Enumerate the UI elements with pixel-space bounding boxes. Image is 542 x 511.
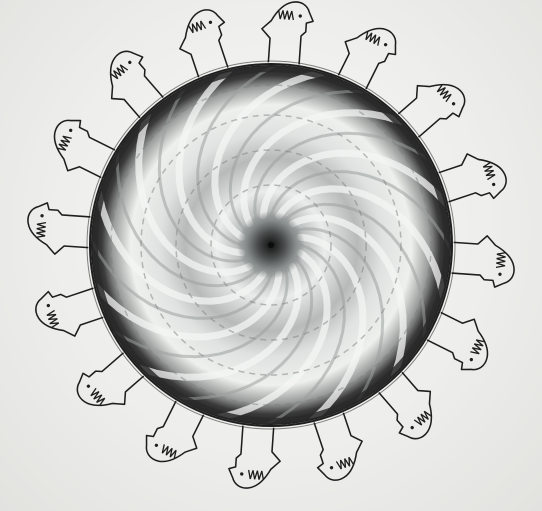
figure-outline — [27, 202, 91, 255]
figure-eye — [498, 272, 502, 276]
figure-eye — [69, 128, 73, 133]
spiral-arm — [269, 170, 449, 252]
spiral-arm — [135, 110, 254, 276]
spiral-arm — [259, 149, 449, 220]
figure-hatching — [46, 309, 60, 329]
rim-figure — [228, 425, 281, 489]
ripple-ring — [140, 114, 402, 376]
figure-outline — [228, 425, 281, 489]
rim-figure — [35, 287, 104, 337]
spiral-arm — [175, 258, 314, 401]
spiral-arm — [115, 149, 258, 288]
spiral-arm — [288, 214, 407, 380]
figure-eye — [86, 384, 91, 388]
figure-hatching — [470, 339, 486, 355]
figure-outline — [451, 235, 515, 288]
figure-hatching — [482, 161, 496, 181]
figure-outline — [261, 1, 314, 65]
figure-hatching — [56, 135, 72, 151]
figure-outline — [438, 153, 507, 203]
rim-figure — [451, 235, 515, 288]
figure-outline — [53, 119, 116, 179]
figure-eye — [469, 357, 473, 362]
rim-figure — [179, 9, 229, 78]
spiral-arm — [295, 227, 385, 405]
rim-figure — [438, 153, 507, 203]
figure-outline — [378, 371, 433, 440]
disc-rim — [86, 60, 456, 430]
spiral-arm — [284, 202, 427, 341]
ripple-ring — [210, 184, 332, 306]
spiral-arm — [211, 69, 327, 241]
figure-hatching — [161, 444, 177, 460]
rim-figure — [76, 352, 145, 407]
spiral-arm — [95, 189, 267, 305]
figure-ring — [27, 1, 515, 489]
spiral-arm — [275, 185, 447, 301]
figure-hatching — [413, 410, 433, 426]
figure-hatching — [247, 469, 265, 481]
figure-hatching — [365, 30, 381, 46]
rim-figure — [426, 311, 489, 371]
ripple-ring — [110, 84, 432, 406]
rim-figure — [53, 119, 116, 179]
spiral-arm — [228, 89, 367, 232]
rim-figure — [145, 400, 205, 463]
figure-outline — [337, 27, 397, 90]
spiral-arm — [296, 233, 367, 423]
figure-eye — [40, 214, 44, 218]
figure-eye — [410, 425, 414, 430]
figure-eye — [383, 43, 388, 47]
rim-figure — [378, 371, 433, 440]
figure-outline — [426, 311, 489, 371]
figure-outline — [76, 352, 145, 407]
rim-figure — [27, 202, 91, 255]
figure-outline — [179, 9, 229, 78]
figure-hatching — [495, 251, 507, 269]
spiral-arm — [93, 238, 273, 320]
rim-figure — [397, 83, 466, 138]
figure-outline — [145, 400, 205, 463]
figure-outline — [313, 412, 363, 481]
spiral-arms — [93, 67, 449, 423]
spiral-arm — [215, 249, 331, 421]
figure-eye — [154, 443, 159, 447]
rim-figure — [261, 1, 314, 65]
figure-hatching — [436, 83, 452, 103]
rim-figure — [109, 50, 164, 119]
spiral-arm — [264, 243, 346, 423]
figure-hatching — [90, 387, 106, 407]
figure-eye — [46, 303, 50, 308]
spiral-arm — [196, 67, 278, 247]
figure-outline — [35, 287, 104, 337]
figure-eye — [240, 472, 244, 476]
figure-hatching — [335, 456, 355, 470]
rim-figure — [337, 27, 397, 90]
rim-figure — [313, 412, 363, 481]
spiral-arm — [111, 269, 289, 359]
figure-outline — [109, 50, 164, 119]
figure-hatching — [35, 221, 47, 239]
spiral-arm — [136, 262, 302, 381]
figure-eye — [492, 182, 496, 187]
figure-hatching — [109, 64, 129, 80]
figure-eye — [208, 20, 213, 24]
spiral-arm — [157, 85, 247, 263]
spiral-arm — [175, 67, 246, 257]
spiral-arm — [240, 109, 406, 228]
figure-outline — [397, 83, 466, 138]
figure-eye — [128, 60, 132, 65]
disc-center-dot — [268, 242, 274, 248]
figure-eye — [451, 102, 456, 106]
ripple-ring — [175, 149, 367, 341]
spiral-arm — [253, 131, 431, 221]
figure-hatching — [187, 20, 207, 34]
figure-hatching — [277, 9, 295, 21]
spiral-arm — [93, 270, 283, 341]
figure-eye — [329, 466, 334, 470]
figure-eye — [298, 14, 302, 18]
